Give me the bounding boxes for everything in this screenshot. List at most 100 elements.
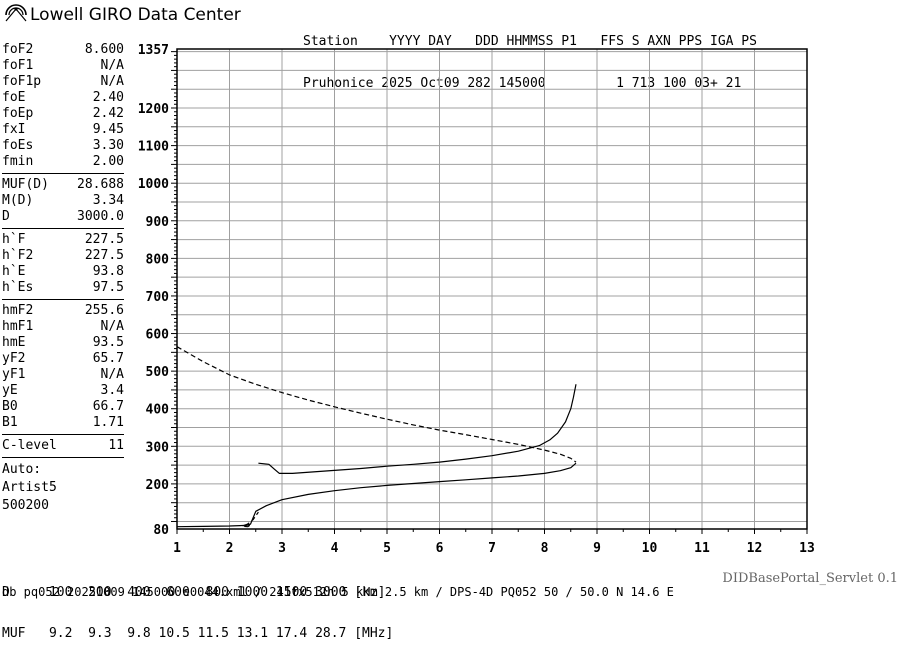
param-name: hmE — [2, 335, 26, 350]
param-value: 9.45 — [92, 122, 124, 137]
param-divider — [2, 299, 124, 300]
param-row: fxI 9.45 — [2, 122, 124, 138]
y-tick-label: 200 — [146, 478, 170, 493]
distance-row: D 100 200 400 600 800 1000 1500 3000 [km… — [2, 585, 386, 600]
param-name: D — [2, 209, 10, 224]
param-value: 11 — [108, 438, 124, 453]
auto-line: Auto: — [2, 462, 42, 477]
servlet-brand: DIDBasePortal_Servlet 0.1 — [722, 571, 898, 586]
param-name: fmin — [2, 154, 34, 169]
series-line — [258, 384, 577, 474]
param-row: h`E 93.8 — [2, 264, 124, 280]
param-row: M(D) 3.34 — [2, 193, 124, 209]
param-row: foEs 3.30 — [2, 138, 124, 154]
param-value: 2.00 — [92, 154, 124, 169]
db-record-line: db pq052 20251009 145000 e0044.xml / 241… — [2, 585, 674, 599]
y-tick-label: 500 — [146, 365, 170, 380]
param-value: N/A — [100, 74, 124, 89]
param-row: yF1 N/A — [2, 367, 124, 383]
ionogram-chart: 1 2 3 4 5 6 7 8 9 10 11 12 1380200300400500600700800… — [138, 43, 815, 556]
parameter-panel: foF2 8.600 foF1 N/A foF1p N/A foE 2.40 foEp 2.42 f… — [2, 42, 124, 515]
station-header: Station YYYY DAY DDD HHMMSS P1 FFS S AXN… — [303, 7, 757, 105]
param-row: fmin 2.00 — [2, 154, 124, 170]
param-name: C-level — [2, 438, 57, 453]
param-row: B0 66.7 — [2, 399, 124, 415]
param-divider — [2, 457, 124, 458]
station-header-labels: Station YYYY DAY DDD HHMMSS P1 FFS S AXN… — [303, 34, 757, 49]
y-tick-label: 80 — [153, 523, 169, 538]
muf-row: MUF 9.2 9.3 9.8 10.5 11.5 13.1 17.4 28.7… — [2, 626, 394, 641]
x-tick-label: 8 — [541, 541, 549, 556]
param-value: N/A — [100, 367, 124, 382]
series-line — [242, 523, 250, 528]
y-tick-label: 1357 — [138, 43, 169, 58]
x-tick-label: 1 — [173, 541, 181, 556]
auto-line: Artist5 — [2, 480, 57, 495]
param-value: 8.600 — [84, 42, 124, 57]
x-tick-label: 2 — [226, 541, 234, 556]
x-tick-label: 13 — [799, 541, 815, 556]
param-row: foE 2.40 — [2, 90, 124, 106]
param-name: h`Es — [2, 280, 34, 295]
x-tick-label: 5 — [383, 541, 391, 556]
plot-frame — [176, 48, 808, 530]
param-divider — [2, 228, 124, 229]
param-name: foF2 — [2, 42, 34, 57]
param-name: foF1 — [2, 58, 34, 73]
param-name: fxI — [2, 122, 26, 137]
y-tick-label: 800 — [146, 252, 170, 267]
logo-text: Lowell GIRO Data Center — [30, 5, 241, 25]
param-row: hmF2 255.6 — [2, 303, 124, 319]
param-value: 28.688 — [77, 177, 124, 192]
param-row: MUF(D) 28.688 — [2, 177, 124, 193]
param-row: hmF1 N/A — [2, 319, 124, 335]
y-tick-label: 1200 — [138, 102, 169, 117]
param-value: 255.6 — [84, 303, 124, 318]
param-value: 2.42 — [92, 106, 124, 121]
param-divider — [2, 173, 124, 174]
param-value: 1.71 — [92, 415, 124, 430]
param-value: 93.8 — [92, 264, 124, 279]
x-tick-label: 4 — [331, 541, 339, 556]
param-name: M(D) — [2, 193, 34, 208]
param-value: 3.4 — [100, 383, 124, 398]
y-tick-label: 900 — [146, 215, 170, 230]
param-name: foE — [2, 90, 26, 105]
x-tick-label: 6 — [436, 541, 444, 556]
param-name: hmF1 — [2, 319, 34, 334]
param-name: h`F2 — [2, 248, 34, 263]
y-tick-label: 1100 — [138, 140, 169, 155]
param-row: D 3000.0 — [2, 209, 124, 225]
x-tick-label: 11 — [694, 541, 710, 556]
lgdc-logo-icon — [5, 4, 27, 22]
y-tick-label: 600 — [146, 328, 170, 343]
param-value: N/A — [100, 319, 124, 334]
logo: Lowell GIRO Data Center — [4, 4, 241, 26]
y-tick-label: 1000 — [138, 177, 169, 192]
param-name: MUF(D) — [2, 177, 49, 192]
x-tick-label: 10 — [642, 541, 658, 556]
y-tick-label: 300 — [146, 440, 170, 455]
param-row: yE 3.4 — [2, 383, 124, 399]
param-name: B1 — [2, 415, 18, 430]
param-name: h`E — [2, 264, 26, 279]
auto-line: 500200 — [2, 498, 49, 513]
x-tick-label: 9 — [593, 541, 601, 556]
series-line — [176, 462, 577, 528]
param-value: 66.7 — [92, 399, 124, 414]
param-row: h`F2 227.5 — [2, 248, 124, 264]
param-name: yF1 — [2, 367, 26, 382]
x-tick-label: 3 — [278, 541, 286, 556]
param-row: C-level 11 — [2, 438, 124, 454]
param-row: hmE 93.5 — [2, 335, 124, 351]
param-name: foF1p — [2, 74, 42, 89]
y-tick-label: 400 — [146, 403, 170, 418]
param-value: 3.34 — [92, 193, 124, 208]
param-value: 93.5 — [92, 335, 124, 350]
param-value: 3000.0 — [77, 209, 124, 224]
autoscaling-info: Auto: Artist5 500200 — [2, 461, 124, 515]
param-row: foF1p N/A — [2, 74, 124, 90]
param-row: h`Es 97.5 — [2, 280, 124, 296]
x-tick-label: 12 — [747, 541, 763, 556]
param-value: 227.5 — [84, 248, 124, 263]
